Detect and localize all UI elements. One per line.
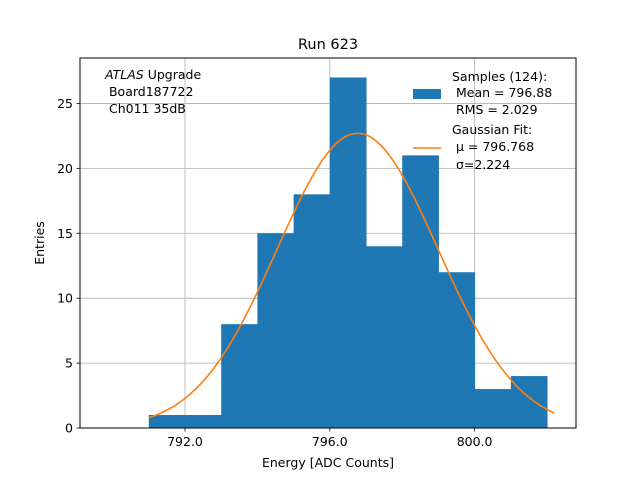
histogram-bar — [438, 272, 476, 428]
legend-fit-mu: μ = 796.768 — [452, 139, 534, 154]
legend-samples-swatch — [413, 89, 441, 99]
y-tick-label: 0 — [65, 421, 73, 436]
legend-samples-mean: Mean = 796.88 — [452, 85, 552, 100]
histogram-bar — [329, 77, 367, 428]
histogram-bar — [510, 376, 548, 428]
x-tick-label: 792.0 — [167, 434, 203, 449]
y-tick-label: 15 — [57, 226, 73, 241]
x-axis-ticks: 792.0 796.0 800.0 — [167, 428, 493, 449]
plot-frame — [79, 57, 577, 429]
annotation-upgrade: Upgrade — [144, 67, 202, 82]
histogram-bar — [148, 415, 186, 428]
histogram-bar — [221, 324, 258, 428]
annotation-atlas: ATLAS — [104, 67, 144, 82]
histogram-bar — [293, 194, 331, 428]
legend: Samples (124): Mean = 796.88 RMS = 2.029… — [413, 69, 552, 172]
annotation-line-1: ATLAS Upgrade — [104, 67, 201, 82]
chart-title: Run 623 — [298, 37, 358, 53]
gaussian-fit-curve — [148, 132, 555, 419]
annotation-line-2: Board187722 — [105, 84, 193, 99]
legend-fit-sigma: σ=2.224 — [452, 157, 510, 172]
y-tick-label: 10 — [57, 291, 73, 306]
histogram-bar — [402, 155, 439, 429]
y-tick-label: 20 — [57, 161, 73, 176]
gaussian-fit-line — [148, 132, 555, 419]
legend-samples-label: Samples (124): — [452, 69, 547, 84]
legend-fit-label: Gaussian Fit: — [452, 122, 532, 137]
x-tick-label: 796.0 — [312, 434, 348, 449]
histogram-bar — [366, 246, 403, 428]
histogram-bar — [184, 415, 222, 428]
histogram-bar — [474, 389, 512, 428]
y-axis-label: Entries — [32, 221, 47, 265]
x-tick-label: 800.0 — [457, 434, 493, 449]
y-tick-label: 25 — [57, 96, 73, 111]
atlas-annotation: ATLAS Upgrade Board187722 Ch011 35dB — [104, 67, 201, 116]
histogram-bar — [257, 233, 295, 428]
y-axis-ticks: 0 5 10 15 20 25 — [57, 96, 80, 436]
y-tick-label: 5 — [65, 356, 73, 371]
legend-samples-rms: RMS = 2.029 — [452, 102, 538, 117]
x-axis-label: Energy [ADC Counts] — [262, 455, 394, 470]
annotation-line-3: Ch011 35dB — [105, 101, 186, 116]
